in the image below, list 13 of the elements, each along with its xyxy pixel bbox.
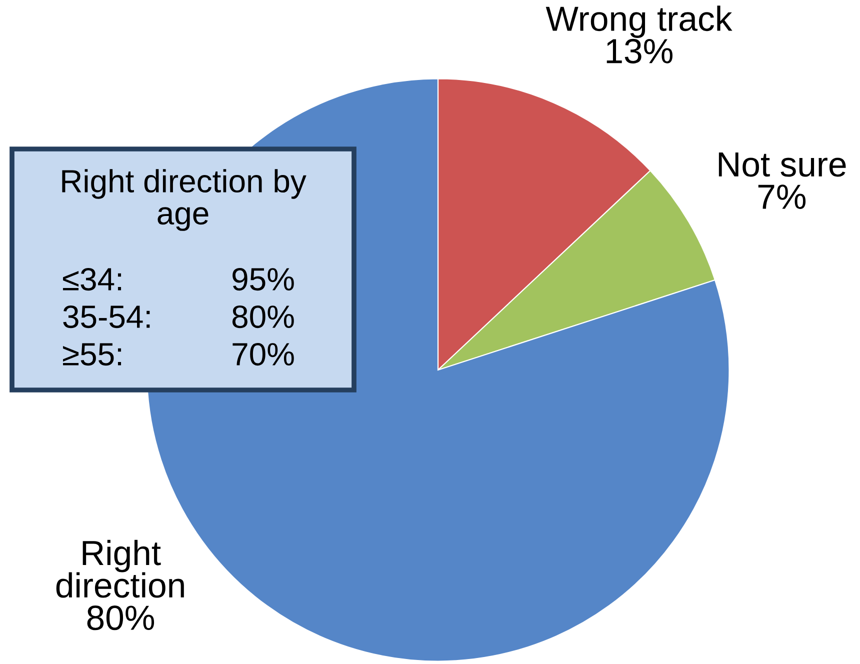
text: 35-54:: [63, 305, 150, 328]
text: ≥55:: [63, 343, 122, 366]
slice-label: Wrong track: [546, 6, 732, 38]
data-label: 80%: [87, 606, 154, 630]
slice-label: Not sure: [718, 152, 846, 177]
text: 95%: [232, 268, 294, 291]
text: ≤34:: [62, 268, 122, 291]
text: Right direction by age: [62, 169, 306, 231]
slice-label: Right direction: [56, 540, 184, 598]
data-label: 7%: [758, 184, 806, 209]
text: 70%: [232, 342, 294, 366]
text: 80%: [232, 305, 294, 328]
data-label: 13%: [606, 38, 672, 64]
